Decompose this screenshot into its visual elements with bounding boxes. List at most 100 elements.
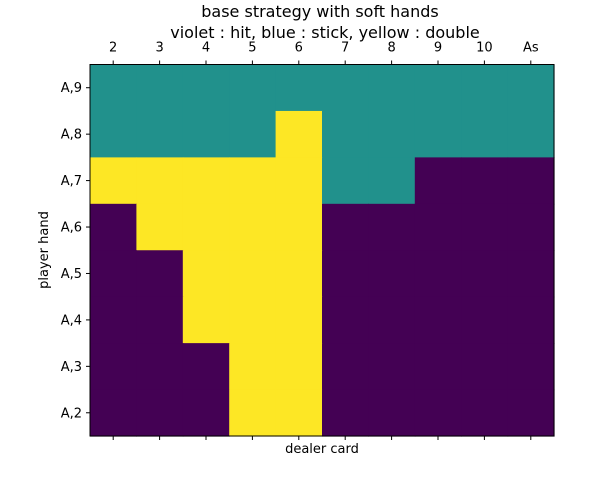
heatmap-cell-stick — [322, 110, 369, 158]
heatmap-cell-hit — [507, 250, 555, 298]
heatmap-cell-hit — [368, 250, 416, 298]
heatmap-cell-hit — [136, 296, 184, 344]
heatmap-cell-stick — [182, 64, 230, 112]
y-axis-ticks: A,9 A,8 A,7 A,6 A,5 A,4 A,3 A,2 — [61, 81, 90, 421]
x-tick-label: 6 — [295, 41, 303, 56]
heatmap-cell-double — [229, 157, 277, 205]
y-tick-label: A,9 — [61, 81, 82, 96]
heatmap-cell-hit — [322, 343, 369, 391]
x-axis-ticks: 2 3 4 5 6 7 8 9 10 As — [109, 41, 539, 440]
heatmap-cell-double — [229, 389, 277, 437]
heatmap-cell-stick — [90, 110, 137, 158]
heatmap-cell-double — [182, 296, 230, 344]
x-tick-label: 3 — [155, 41, 163, 56]
x-tick-label: 7 — [341, 41, 349, 56]
heatmap-cell-hit — [414, 389, 462, 437]
heatmap-cell-stick — [461, 64, 509, 112]
heatmap-cell-hit — [368, 343, 416, 391]
heatmap-cell-hit — [322, 296, 369, 344]
heatmap-cell-hit — [182, 343, 230, 391]
heatmap-cell-stick — [229, 64, 277, 112]
heatmap-cells — [90, 64, 555, 437]
y-axis-label: player hand — [37, 211, 52, 289]
chart-subtitle: violet : hit, blue : stick, yellow : dou… — [170, 23, 479, 42]
y-tick-label: A,5 — [61, 267, 82, 282]
heatmap-cell-hit — [182, 389, 230, 437]
x-tick-label: 10 — [476, 41, 493, 56]
heatmap-cell-hit — [414, 343, 462, 391]
heatmap-cell-stick — [461, 110, 509, 158]
heatmap-cell-hit — [368, 296, 416, 344]
heatmap-cell-hit — [414, 250, 462, 298]
heatmap-cell-double — [229, 250, 277, 298]
heatmap-cell-hit — [507, 203, 555, 251]
heatmap-cell-hit — [90, 389, 137, 437]
x-tick-label: As — [523, 41, 539, 56]
heatmap-cell-double — [275, 296, 323, 344]
heatmap-cell-stick — [182, 110, 230, 158]
heatmap-cell-double — [182, 157, 230, 205]
heatmap-cell-stick — [507, 64, 555, 112]
y-tick-label: A,4 — [61, 313, 82, 328]
heatmap-cell-double — [136, 157, 184, 205]
x-axis-label: dealer card — [285, 442, 359, 457]
heatmap-cell-hit — [507, 157, 555, 205]
heatmap-cell-double — [229, 296, 277, 344]
heatmap-cell-stick — [136, 110, 184, 158]
heatmap-cell-hit — [461, 250, 509, 298]
heatmap-cell-stick — [414, 110, 462, 158]
heatmap-cell-hit — [322, 203, 369, 251]
chart-title: base strategy with soft hands — [201, 2, 439, 21]
x-tick-label: 8 — [387, 41, 395, 56]
heatmap-cell-double — [90, 157, 137, 205]
heatmap-cell-stick — [322, 64, 369, 112]
y-tick-label: A,8 — [61, 128, 82, 143]
y-tick-label: A,2 — [61, 406, 82, 421]
heatmap-cell-hit — [461, 343, 509, 391]
heatmap-cell-hit — [368, 203, 416, 251]
heatmap-cell-hit — [90, 343, 137, 391]
heatmap-cell-stick — [90, 64, 137, 112]
heatmap-cell-hit — [136, 389, 184, 437]
heatmap-cell-hit — [90, 203, 137, 251]
heatmap-cell-stick — [368, 110, 416, 158]
heatmap-cell-hit — [414, 157, 462, 205]
heatmap-cell-hit — [322, 250, 369, 298]
x-tick-label: 2 — [109, 41, 117, 56]
heatmap-cell-hit — [507, 296, 555, 344]
heatmap-cell-hit — [461, 389, 509, 437]
heatmap-cell-stick — [368, 64, 416, 112]
heatmap-cell-stick — [136, 64, 184, 112]
heatmap-cell-hit — [136, 250, 184, 298]
heatmap-cell-hit — [136, 343, 184, 391]
heatmap-cell-double — [229, 203, 277, 251]
heatmap-cell-hit — [461, 203, 509, 251]
heatmap-cell-double — [182, 250, 230, 298]
x-tick-label: 5 — [248, 41, 256, 56]
heatmap-cell-stick — [368, 157, 416, 205]
plot-frame — [89, 64, 555, 437]
x-tick-label: 9 — [434, 41, 442, 56]
y-tick-label: A,7 — [61, 174, 82, 189]
heatmap-cell-double — [229, 343, 277, 391]
heatmap-cell-hit — [368, 389, 416, 437]
heatmap-cell-double — [275, 343, 323, 391]
heatmap-cell-double — [275, 203, 323, 251]
heatmap-cell-double — [182, 203, 230, 251]
heatmap-cell-stick — [229, 110, 277, 158]
heatmap-cell-double — [275, 389, 323, 437]
heatmap-cell-hit — [461, 296, 509, 344]
heatmap-cell-hit — [90, 250, 137, 298]
heatmap-cell-hit — [461, 157, 509, 205]
heatmap-cell-stick — [507, 110, 555, 158]
heatmap-cell-double — [136, 203, 184, 251]
y-tick-label: A,6 — [61, 221, 82, 236]
heatmap-cell-stick — [275, 64, 323, 112]
heatmap-cell-hit — [322, 389, 369, 437]
x-tick-label: 4 — [202, 41, 210, 56]
heatmap-cell-stick — [322, 157, 369, 205]
heatmap-cell-hit — [507, 343, 555, 391]
y-tick-label: A,3 — [61, 360, 82, 375]
heatmap-cell-double — [275, 157, 323, 205]
heatmap-cell-hit — [507, 389, 555, 437]
